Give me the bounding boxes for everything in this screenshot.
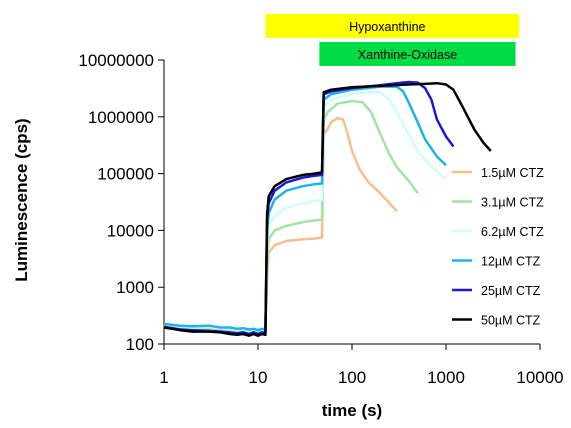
series-line-2: [163, 99, 419, 333]
legend-label: 3.1µM CTZ: [481, 196, 544, 210]
legend-label: 25µM CTZ: [481, 284, 541, 298]
legend-label: 50µM CTZ: [481, 314, 541, 328]
annotation-label: Xanthine-Oxidase: [358, 48, 457, 62]
y-tick-label: 1000: [116, 278, 154, 297]
y-tick-label: 100000: [97, 165, 154, 184]
y-tick-label: 10000: [107, 221, 154, 240]
x-ticks: 1 10 100 1000 10000: [159, 344, 564, 387]
y-tick-label: 1000000: [88, 108, 154, 127]
legend: 1.5µM CTZ 3.1µM CTZ 6.2µM CTZ 12µM CTZ 25µM …: [452, 166, 544, 328]
annotation-label: Hypoxanthine: [349, 20, 425, 34]
series-line-6: [163, 81, 492, 337]
series-line-4: [163, 85, 447, 332]
y-ticks: 100 1000 10000 100000 1000000 10000000: [78, 51, 164, 354]
x-tick-label: 100: [338, 368, 366, 387]
x-tick-label: 10000: [516, 368, 563, 387]
annotation-band-hypoxanthine: [265, 14, 520, 38]
legend-label: 1.5µM CTZ: [481, 166, 544, 180]
series-line-3: [163, 91, 447, 333]
legend-label: 6.2µM CTZ: [481, 225, 544, 239]
legend-label: 12µM CTZ: [481, 255, 541, 269]
annotation-bands: Hypoxanthine Xanthine-Oxidase: [265, 14, 520, 66]
y-tick-label: 10000000: [78, 51, 154, 70]
x-tick-label: 1: [159, 368, 168, 387]
series-line-1: [163, 116, 398, 334]
series-lines: [163, 80, 492, 337]
x-tick-label: 1000: [427, 368, 465, 387]
annotation-band-xanthine-oxidase: [319, 42, 516, 66]
y-tick-label: 100: [126, 335, 154, 354]
series-line-5: [163, 80, 455, 336]
y-axis-title: Luminescence (cps): [12, 118, 31, 281]
x-axis-title: time (s): [322, 401, 382, 420]
x-tick-label: 10: [249, 368, 268, 387]
